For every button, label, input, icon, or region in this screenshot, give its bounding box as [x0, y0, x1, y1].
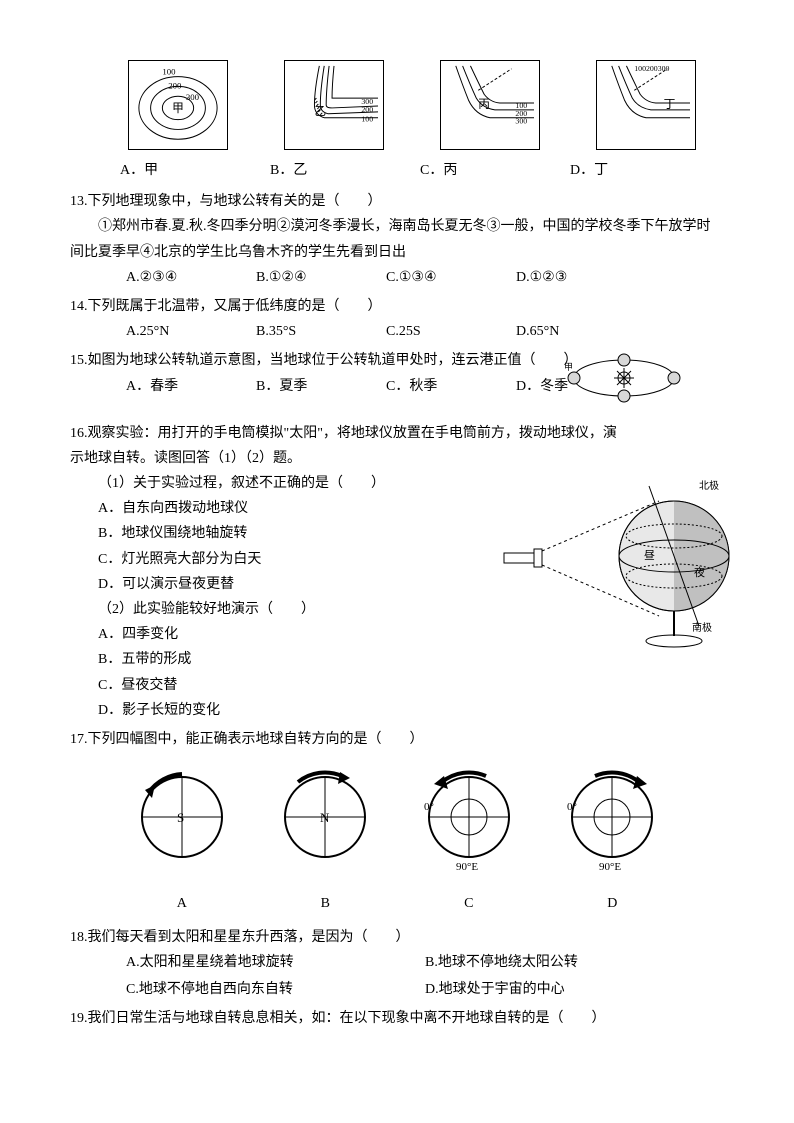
q13-opt-a: A.②③④ [126, 265, 216, 290]
val-200: 200 [646, 64, 658, 73]
val-300: 300 [658, 64, 670, 73]
q14-opt-c: C.25S [386, 319, 476, 344]
q18-opt-b: B.地球不停地绕太阳公转 [425, 950, 724, 975]
val-200: 200 [168, 80, 182, 90]
globe-flashlight-diagram: 北极 南极 昼 夜 [494, 461, 754, 661]
contour-bing-svg: 丙 100 200 300 [441, 61, 539, 149]
val-300: 300 [186, 92, 200, 102]
rot-c-90e: 90°E [456, 861, 478, 872]
q17-label-c: C [414, 891, 524, 916]
rot-d-0: 0° [567, 801, 577, 813]
val-200: 200 [361, 105, 373, 114]
orbit-jia: 甲 [564, 362, 573, 372]
contour-jia: 100 200 300 甲 [128, 60, 228, 150]
rotation-c: 0° 90°E [414, 762, 524, 881]
q14-opt-d: D.65°N [516, 319, 606, 344]
orbit-diagram: 甲 [564, 348, 684, 408]
q18-stem: 18.我们每天看到太阳和星星东升西落，是因为（ ） [70, 925, 724, 950]
q17-stem: 17.下列四幅图中，能正确表示地球自转方向的是（ ） [70, 727, 724, 752]
contour-bing: 丙 100 200 300 [440, 60, 540, 150]
q12-opt-d: D．丁 [570, 158, 670, 183]
val-100: 100 [634, 64, 646, 73]
rotation-b: N [270, 762, 380, 881]
q16-p2-d: D．影子长短的变化 [70, 698, 724, 723]
q13-opt-d: D.①②③ [516, 265, 606, 290]
globe-south: 南极 [692, 621, 712, 634]
globe-north: 北极 [699, 479, 719, 492]
val-100: 100 [361, 115, 373, 124]
q14-options: A.25°N B.35°S C.25S D.65°N [70, 319, 724, 344]
q14-opt-b: B.35°S [256, 319, 346, 344]
q18-opt-d: D.地球处于宇宙的中心 [425, 977, 724, 1002]
q17-labels: A B C D [110, 891, 684, 916]
globe-day: 昼 [644, 549, 655, 562]
val-100: 100 [162, 67, 176, 77]
q19-stem: 19.我们日常生活与地球自转息息相关，如：在以下现象中离不开地球自转的是（ ） [70, 1006, 724, 1031]
q12-opt-b: B．乙 [270, 158, 370, 183]
q14-stem: 14.下列既属于北温带，又属于低纬度的是（ ） [70, 294, 724, 319]
q12-opt-a: A．甲 [120, 158, 220, 183]
q15-opt-b: B．夏季 [256, 374, 346, 399]
rot-a-s: S [177, 810, 184, 825]
rotation-a: S [127, 762, 237, 881]
q17-label-d: D [557, 891, 667, 916]
label-bing: 丙 [478, 98, 490, 111]
rot-d-90e: 90°E [599, 861, 621, 872]
q17-label-b: B [270, 891, 380, 916]
label-ding: 丁 [664, 98, 676, 111]
rotation-diagrams: S N 0° 90°E [110, 762, 684, 881]
q13-opt-c: C.①③④ [386, 265, 476, 290]
contour-yi: 乙 300 200 100 [284, 60, 384, 150]
contour-yi-svg: 乙 300 200 100 [285, 61, 383, 149]
contour-ding: 100 200 300 丁 [596, 60, 696, 150]
q16-stem: 16.观察实验：用打开的手电筒模拟"太阳"，将地球仪放置在手电筒前方，拨动地球仪… [70, 421, 724, 446]
val-300: 300 [515, 117, 527, 126]
contour-jia-svg: 100 200 300 甲 [129, 61, 227, 149]
label-yi: 乙 [314, 105, 326, 118]
q17-label-a: A [127, 891, 237, 916]
q14-opt-a: A.25°N [126, 319, 216, 344]
q15-opt-a: A．春季 [126, 374, 216, 399]
rot-c-0: 0° [424, 801, 434, 813]
q13-detail: ①郑州市春.夏.秋.冬四季分明②漠河冬季漫长，海南岛长夏无冬③一般，中国的学校冬… [70, 214, 724, 264]
q13-opt-b: B.①②④ [256, 265, 346, 290]
contour-ding-svg: 100 200 300 丁 [597, 61, 695, 149]
q12-opt-c: C．丙 [420, 158, 520, 183]
contour-diagrams-row: 100 200 300 甲 乙 300 200 100 丙 1 [100, 60, 724, 150]
q18-options: A.太阳和星星绕着地球旋转 B.地球不停地绕太阳公转 C.地球不停地自西向东自转… [70, 950, 724, 1002]
rot-b-n: N [320, 810, 330, 825]
q13-stem: 13.下列地理现象中，与地球公转有关的是（ ） [70, 189, 724, 214]
q13-options: A.②③④ B.①②④ C.①③④ D.①②③ [70, 265, 724, 290]
label-jia: 甲 [172, 102, 184, 115]
rotation-d: 0° 90°E [557, 762, 667, 881]
q18-opt-a: A.太阳和星星绕着地球旋转 [126, 950, 425, 975]
q18-opt-c: C.地球不停地自西向东自转 [126, 977, 425, 1002]
q15-opt-c: C．秋季 [386, 374, 476, 399]
q16-p2-c: C．昼夜交替 [70, 673, 724, 698]
globe-night: 夜 [694, 565, 705, 579]
q12-options: A．甲 B．乙 C．丙 D．丁 [70, 158, 724, 183]
